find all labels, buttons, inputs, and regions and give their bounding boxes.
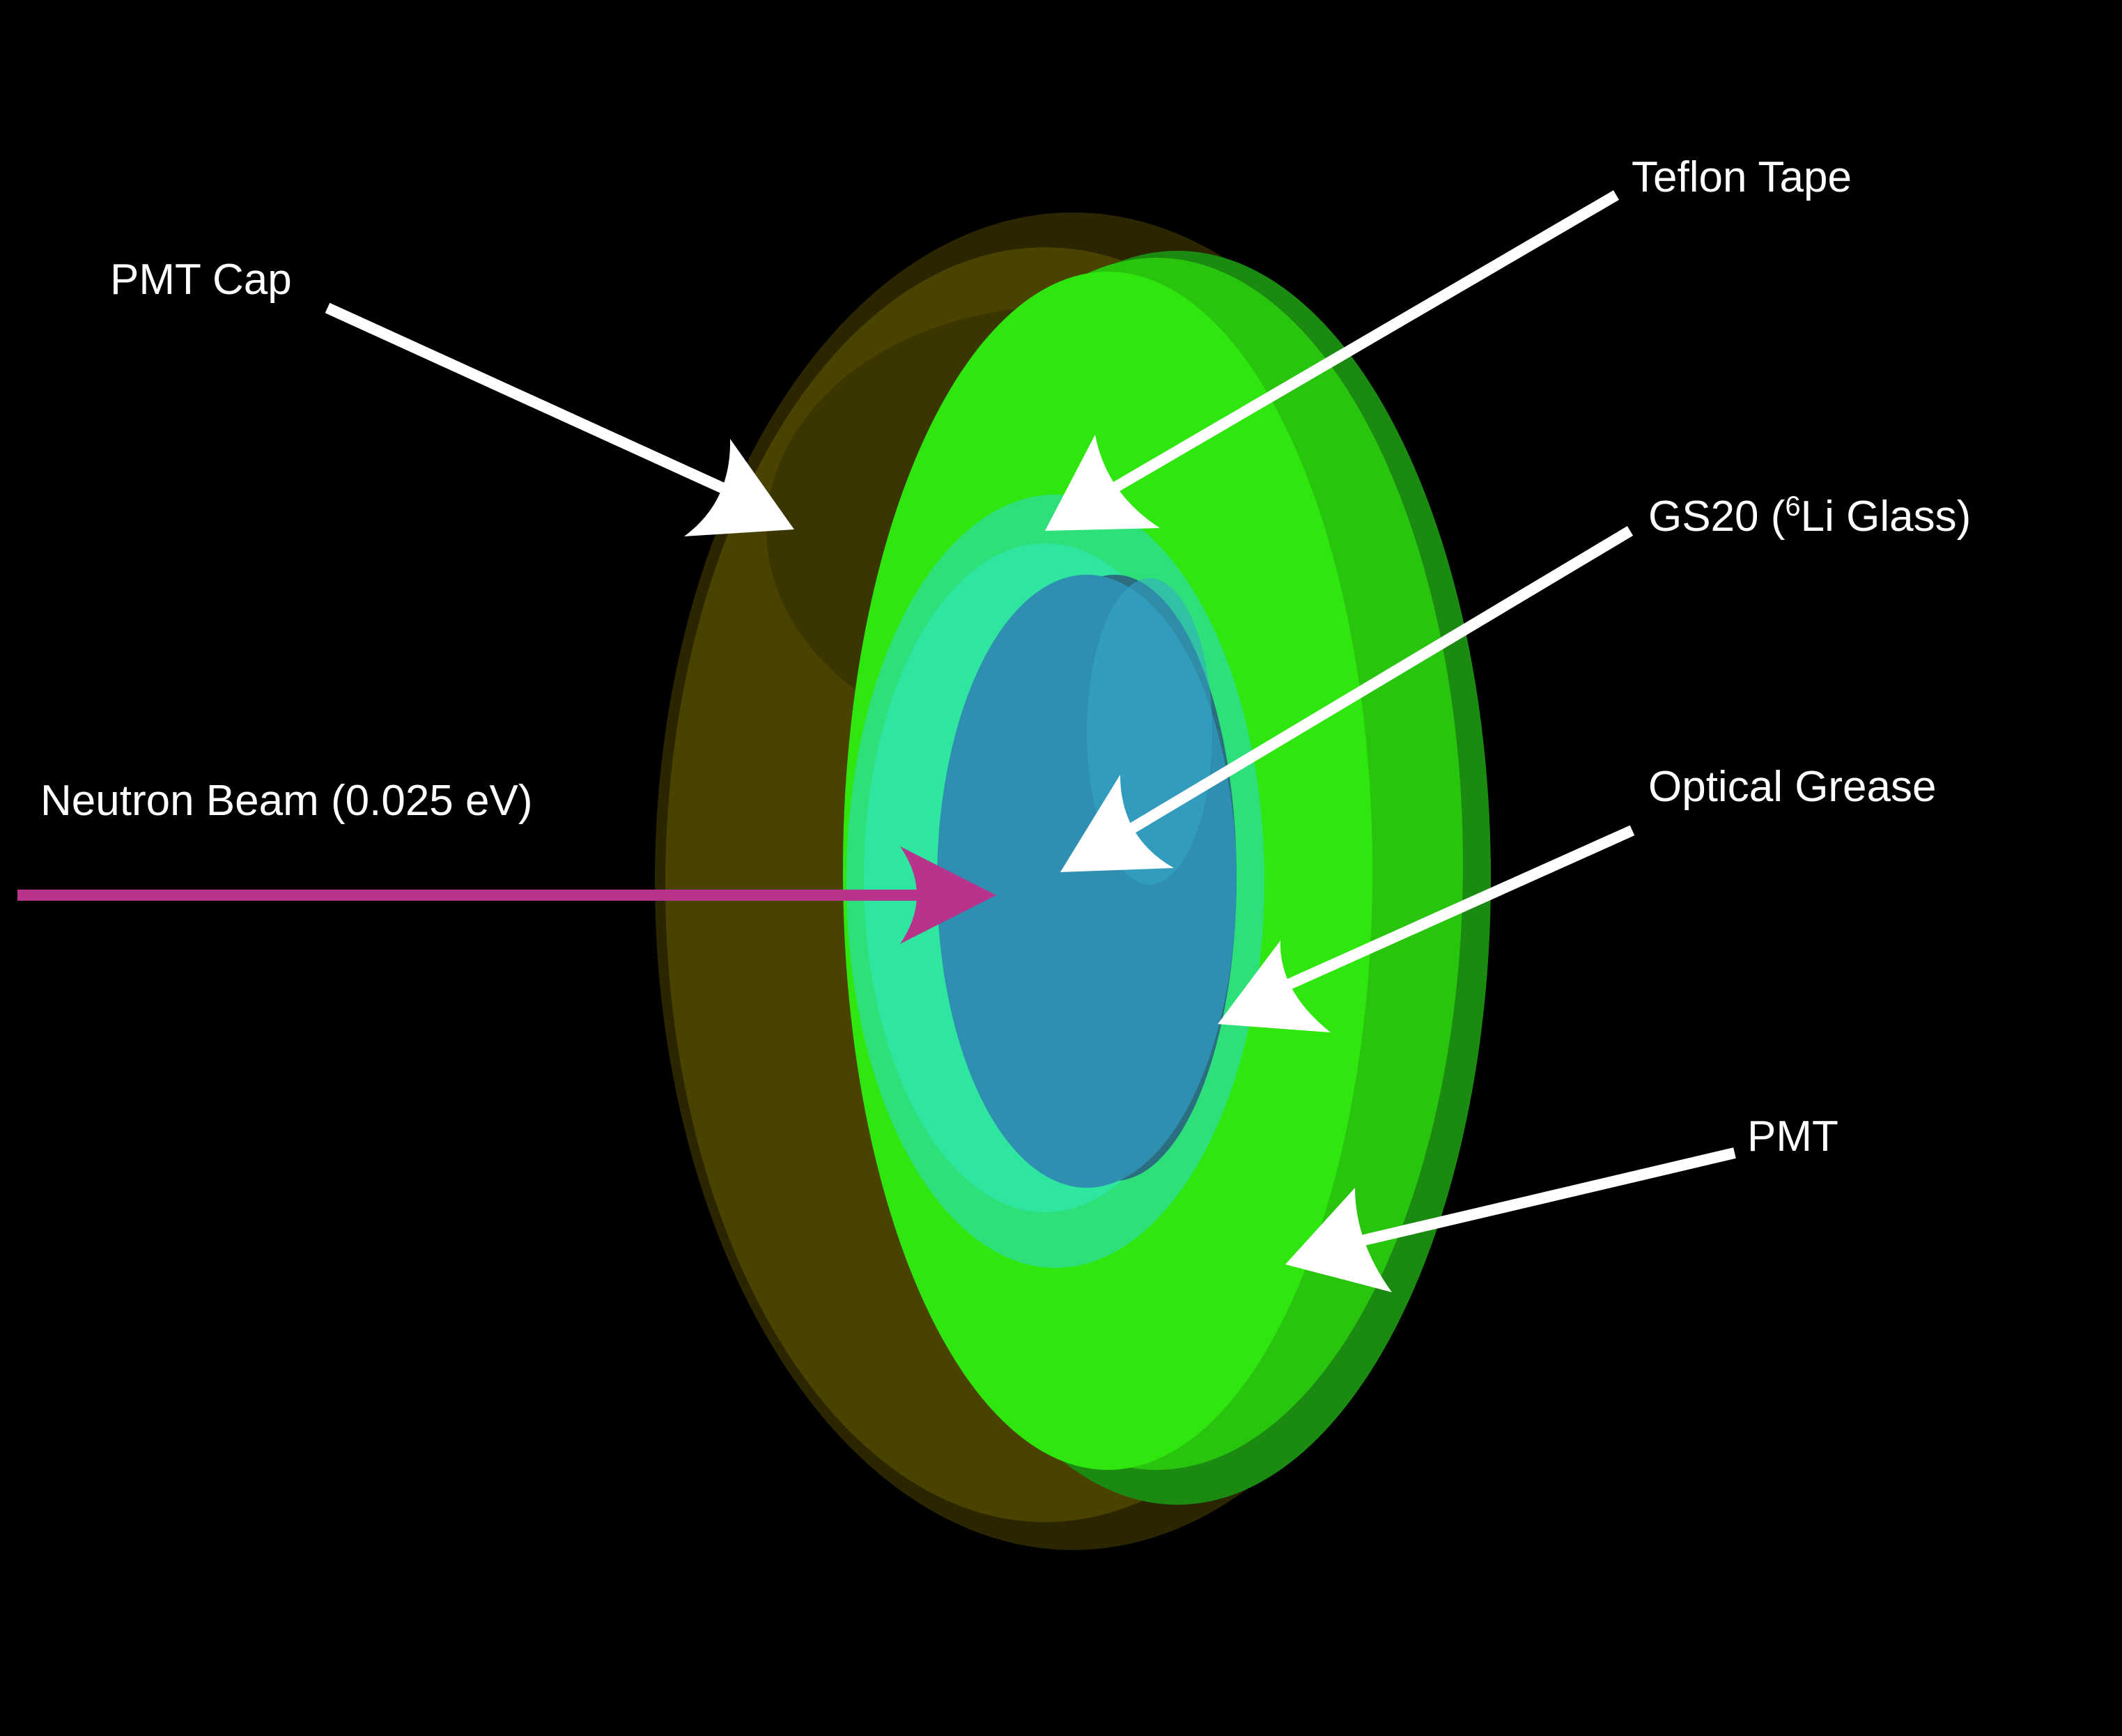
optical-grease-callout-line xyxy=(1272,825,1635,996)
optical-grease-callout-head xyxy=(1218,940,1331,1032)
pmt-cap-callout xyxy=(325,302,794,536)
pmt-cap-label: PMT Cap xyxy=(110,256,292,304)
gs20-glass-callout-line xyxy=(1125,526,1634,835)
gs20-label-prefix: GS20 ( xyxy=(1648,493,1786,541)
pmt-callout-line xyxy=(1357,1147,1736,1247)
neutron-beam-arrow xyxy=(17,846,996,944)
gs20-glass-label: GS20 (6Li Glass) xyxy=(1648,491,1971,541)
pmt-callout-head xyxy=(1285,1188,1392,1292)
gs20-label-superscript: 6 xyxy=(1785,491,1800,522)
teflon-tape-callout-line xyxy=(1111,190,1620,493)
gs20-glass-callout xyxy=(1060,526,1634,872)
optical-grease-callout xyxy=(1218,825,1635,1032)
optical-grease-label: Optical Grease xyxy=(1648,763,1937,811)
pmt-cap-callout-head xyxy=(684,439,794,536)
gs20-glass-callout-head xyxy=(1060,775,1174,872)
neutron-beam-head xyxy=(900,846,996,944)
gs20-label-suffix: Li Glass) xyxy=(1801,493,1972,541)
pmt-callout xyxy=(1285,1147,1736,1292)
neutron-beam-label: Neutron Beam (0.025 eV) xyxy=(40,777,533,825)
pmt-label: PMT xyxy=(1747,1113,1838,1161)
teflon-tape-callout xyxy=(1045,190,1620,531)
teflon-tape-label: Teflon Tape xyxy=(1632,153,1852,201)
teflon-tape-callout-head xyxy=(1045,435,1160,531)
gs20-glass xyxy=(937,575,1237,1188)
pmt-cap-callout-line xyxy=(325,302,755,507)
